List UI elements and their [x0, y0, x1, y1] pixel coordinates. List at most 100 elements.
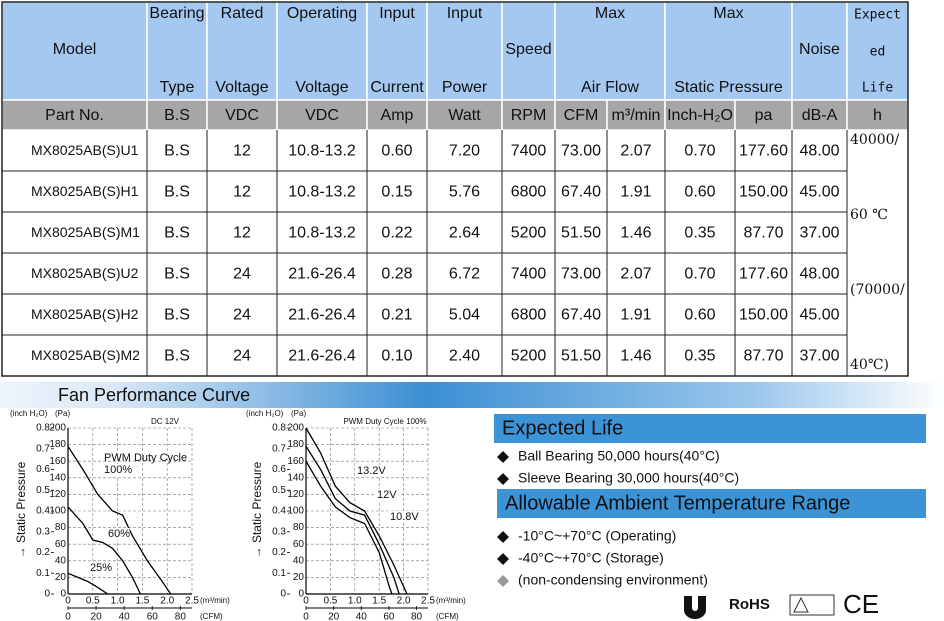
- cell-text: 150.00: [739, 184, 788, 201]
- unit-cell: [554, 99, 608, 131]
- label-bg: [106, 528, 130, 540]
- y-tick-label: 80: [55, 522, 67, 533]
- bullet: [497, 451, 509, 463]
- label-bg: [88, 562, 112, 574]
- y-tick-label: 100: [287, 506, 304, 517]
- y-tick-label: 20: [55, 572, 67, 583]
- cell-text: 0.70: [684, 143, 715, 160]
- bullet-text: Ball Bearing 50,000 hours(40°C): [518, 448, 720, 464]
- cell-text: 1.46: [620, 348, 651, 365]
- header-cell: [146, 1, 208, 101]
- cert-box: [789, 594, 835, 616]
- part-no: MX8025AB(S)H1: [31, 183, 139, 199]
- x2-tick-label: 40: [119, 612, 131, 621]
- y-tick-label: 160: [287, 456, 304, 467]
- y2-tick-label: 0.1: [36, 568, 50, 579]
- x-tick-label: 1.5: [372, 596, 386, 607]
- x-unit: (m³/min): [436, 596, 466, 605]
- x-tick-label: 0: [303, 596, 309, 607]
- cell-text: 0.60: [684, 307, 715, 324]
- cell-text: 5200: [511, 348, 547, 365]
- x2-tick-label: 20: [91, 612, 103, 621]
- header-cell: [426, 1, 503, 101]
- cell-text: 1.46: [620, 225, 651, 242]
- series-label: 13.2V: [357, 465, 386, 477]
- unit-text: dB-A: [802, 107, 838, 124]
- life-text: (70000/: [850, 282, 905, 298]
- section-title: Fan Performance Curve: [58, 385, 250, 405]
- curve: [67, 445, 172, 595]
- curve: [305, 445, 400, 595]
- y2-tick-label: 0.7: [272, 443, 286, 454]
- x-unit: (m³/min): [200, 596, 230, 605]
- panel-title: Expected Life: [502, 417, 623, 439]
- y2-tick-label: 0: [44, 589, 50, 600]
- unit-cell: [1, 99, 148, 131]
- cell-text: 2.40: [449, 348, 480, 365]
- header-text: Bearing: [149, 5, 204, 22]
- header-text: Noise: [799, 41, 840, 58]
- cell-text: 10.8-13.2: [288, 143, 356, 160]
- cell-text: 0.70: [684, 266, 715, 283]
- header-text: Voltage: [295, 79, 348, 96]
- panel-header: [497, 489, 926, 518]
- series-label: 25%: [90, 562, 112, 574]
- cert-ce: CE: [843, 589, 879, 619]
- bullet-text: -40°C~+70°C (Storage): [518, 550, 664, 566]
- cell-text: 21.6-26.4: [288, 307, 356, 324]
- cell-text: 6800: [511, 184, 547, 201]
- y2-tick-label: 0.3: [36, 526, 50, 537]
- y-tick-label: 60: [55, 539, 67, 550]
- cert-rohs: RoHS: [729, 596, 770, 613]
- x2-tick-label: 0: [303, 612, 309, 621]
- bullet-text: (non-condensing environment): [518, 572, 708, 588]
- unit-cell: [426, 99, 503, 131]
- header-text: ed: [870, 45, 886, 60]
- y-tick-label: 80: [293, 522, 305, 533]
- cert-triangle: [793, 596, 809, 613]
- part-no: MX8025AB(S)U2: [31, 265, 139, 281]
- x-tick-label: 2.0: [397, 596, 411, 607]
- bullet-text: -10°C~+70°C (Operating): [518, 528, 676, 544]
- cell-text: 0.10: [381, 348, 412, 365]
- ul-logo: [684, 596, 706, 619]
- banner: [0, 382, 944, 408]
- y2-tick-label: 0.2: [36, 547, 50, 558]
- unit-cell: [606, 99, 666, 131]
- curve: [305, 460, 393, 595]
- cell-text: 48.00: [799, 143, 839, 160]
- y2-tick-label: 0.4: [272, 506, 286, 517]
- y2-unit: (inch H₂O): [246, 409, 284, 418]
- cell-text: 0.35: [684, 225, 715, 242]
- annotation: PWM Duty Cycle: [104, 452, 187, 464]
- cell-text: 0.15: [381, 184, 412, 201]
- cell-text: 177.60: [739, 266, 788, 283]
- series-label: 12V: [377, 489, 397, 501]
- part-no: MX8025AB(S)H2: [31, 306, 139, 322]
- header-text: Current: [370, 79, 424, 96]
- label-bg: [102, 464, 132, 476]
- cell-text: 37.00: [799, 348, 839, 365]
- y2-tick-label: 0: [280, 589, 286, 600]
- header-text: Life: [862, 81, 893, 96]
- curve: [67, 572, 109, 595]
- bullet: [497, 531, 509, 543]
- y-tick-label: 180: [49, 439, 66, 450]
- cell-text: 73.00: [561, 266, 601, 283]
- x2-unit: (CFM): [436, 612, 459, 621]
- y-tick-label: 60: [293, 539, 305, 550]
- bullet: [497, 575, 509, 587]
- cell-text: 5.76: [449, 184, 480, 201]
- x2-tick-label: 0: [65, 612, 71, 621]
- header-text: Type: [160, 79, 195, 96]
- life-text: 60 ℃: [850, 207, 888, 223]
- y2-tick-label: 0.2: [272, 547, 286, 558]
- y-tick-label: 180: [287, 439, 304, 450]
- unit-text: CFM: [564, 107, 599, 124]
- cell-text: 24: [233, 307, 251, 324]
- y-tick-label: 0: [60, 589, 66, 600]
- cell-text: 6.72: [449, 266, 480, 283]
- cell-text: 0.28: [381, 266, 412, 283]
